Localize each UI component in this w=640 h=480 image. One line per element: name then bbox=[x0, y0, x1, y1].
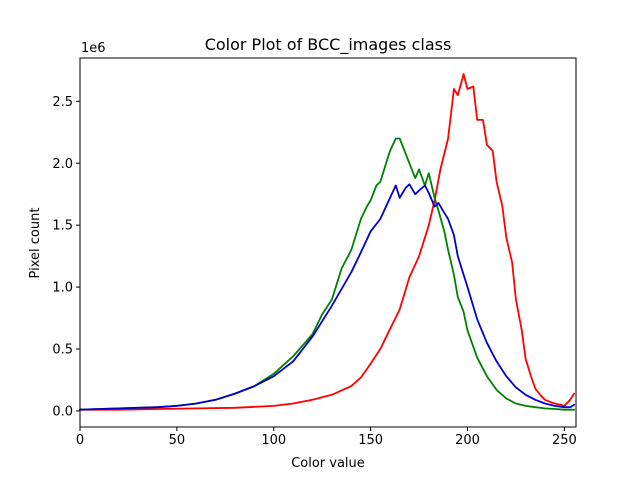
x-axis-label: Color value bbox=[291, 456, 365, 471]
chart-title: Color Plot of BCC_images class bbox=[205, 35, 452, 55]
y-tick-label: 1.0 bbox=[52, 281, 73, 296]
y-multiplier-label: 1e6 bbox=[81, 41, 106, 56]
y-axis-label: Pixel count bbox=[28, 208, 43, 279]
y-tick-label: 2.5 bbox=[52, 95, 73, 110]
y-tick-label: 0.0 bbox=[52, 404, 73, 419]
y-tick-label: 0.5 bbox=[52, 342, 73, 357]
series-line-1 bbox=[79, 73, 575, 411]
plot-frame bbox=[79, 57, 577, 428]
x-tick-label: 250 bbox=[552, 433, 577, 448]
x-tick-label: 0 bbox=[76, 433, 84, 448]
y-tick-label: 1.5 bbox=[52, 219, 73, 234]
series-line-2 bbox=[79, 137, 575, 411]
plot-area: 0 50 100 150 200 250 0.0 0.5 1.0 1.5 2.0 2.5 bbox=[52, 57, 577, 448]
x-tick-label: 150 bbox=[358, 433, 383, 448]
x-tick-label: 200 bbox=[455, 433, 480, 448]
y-tick-label: 2.0 bbox=[52, 157, 73, 172]
series-line-3 bbox=[79, 183, 575, 411]
x-tick-label: 50 bbox=[169, 433, 186, 448]
x-tick-label: 100 bbox=[261, 433, 286, 448]
